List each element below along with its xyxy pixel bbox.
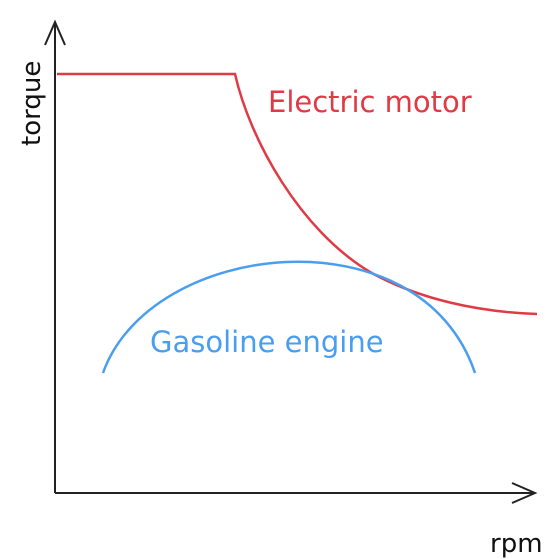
electric-motor-curve — [57, 72, 538, 316]
gasoline-engine-curve — [101, 260, 477, 374]
electric-motor-label: Electric motor — [268, 85, 472, 119]
x-axis-label: rpm — [490, 529, 543, 559]
gasoline-engine-label: Gasoline engine — [150, 325, 384, 359]
axes — [44, 19, 538, 504]
y-arrow — [44, 19, 66, 46]
y-axis-label: torque — [17, 61, 47, 146]
x-arrow — [511, 482, 538, 504]
